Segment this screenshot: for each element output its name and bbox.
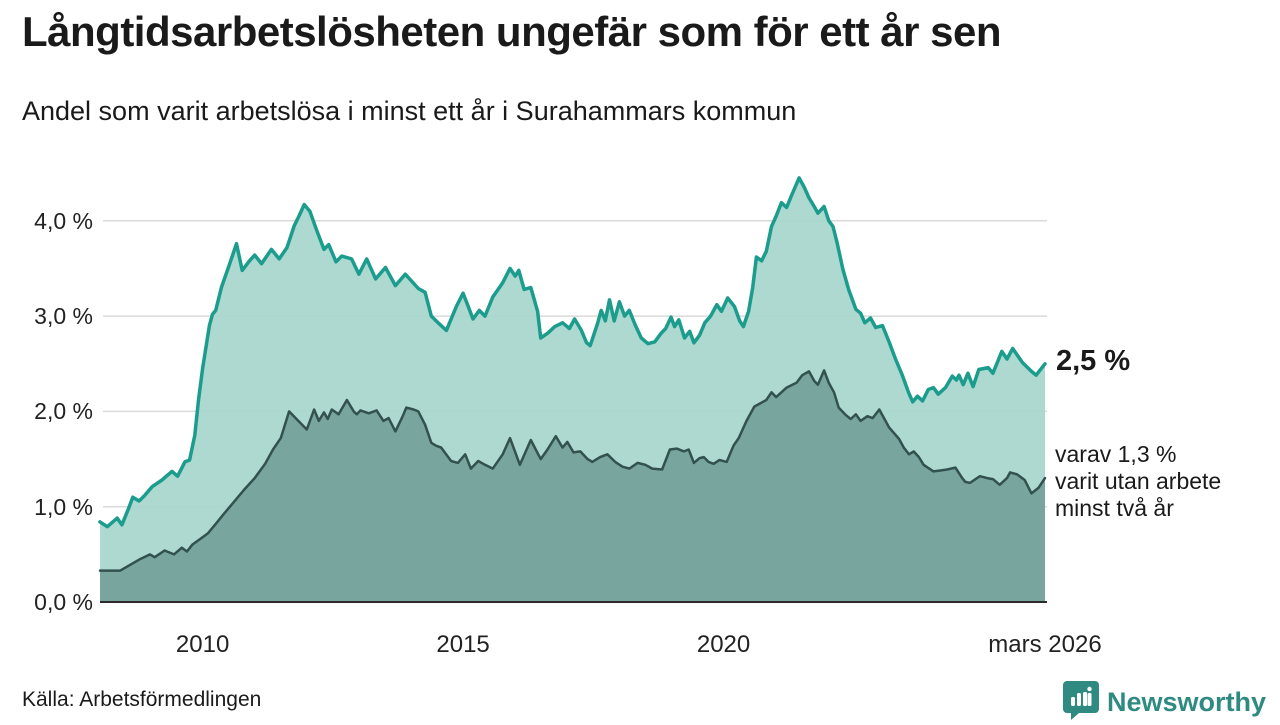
newsworthy-bubble-chart-icon — [1062, 680, 1099, 725]
x-tick-label: mars 2026 — [988, 631, 1102, 658]
x-tick-label: 2020 — [696, 631, 751, 658]
chart-subtitle: Andel som varit arbetslösa i minst ett å… — [22, 96, 797, 126]
x-tick-label: 2010 — [175, 631, 230, 658]
source-label: Källa: Arbetsförmedlingen — [22, 688, 262, 711]
note-line-1: varav 1,3 % — [1055, 441, 1177, 468]
y-tick-label: 2,0 % — [34, 398, 93, 425]
chart-title: Långtidsarbetslösheten ungefär som för e… — [22, 8, 1002, 55]
y-tick-label: 4,0 % — [34, 207, 93, 234]
x-tick-label: 2015 — [436, 631, 490, 658]
y-tick-label: 0,0 % — [34, 589, 93, 615]
y-tick-label: 1,0 % — [34, 493, 93, 520]
second-series-note: varav 1,3 % varit utan arbete minst två … — [1055, 441, 1221, 522]
newsworthy-logo[interactable]: Newsworthy — [1062, 680, 1266, 725]
y-tick-label: 3,0 % — [34, 303, 93, 330]
note-line-3: minst två år — [1055, 495, 1174, 522]
note-line-2: varit utan arbete — [1055, 468, 1222, 495]
newsworthy-wordmark: Newsworthy — [1106, 687, 1266, 717]
latest-value-label: 2,5 % — [1056, 344, 1131, 377]
